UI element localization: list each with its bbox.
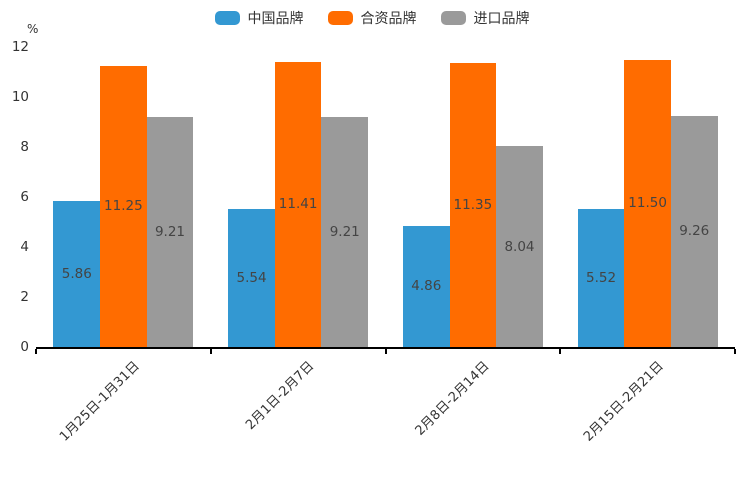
y-axis-unit-label: %	[27, 22, 39, 36]
bar-value-label: 5.54	[236, 269, 267, 286]
y-axis-tick-label-0: 0	[20, 339, 29, 355]
bar-value-label: 5.52	[585, 270, 617, 286]
legend-swatch-china-brands-icon	[214, 11, 240, 25]
bar-series-0-category-1[interactable]	[228, 208, 275, 347]
legend-item-imported-brands[interactable]: 进口品牌	[440, 8, 530, 28]
bar-series-1-category-0[interactable]	[100, 65, 147, 347]
bar-value-label: 11.41	[278, 196, 318, 213]
bar-series-2-category-2[interactable]	[496, 146, 543, 347]
y-axis-tick-label-10: 10	[11, 89, 29, 105]
legend: 中国品牌 合资品牌 进口品牌	[0, 8, 744, 28]
bar-series-2-category-0[interactable]	[146, 116, 194, 347]
y-axis-tick-label-6: 6	[20, 189, 29, 205]
legend-label-imported-brands: 进口品牌	[473, 11, 530, 27]
y-axis-tick-label-12: 12	[11, 39, 29, 55]
x-axis-category-label: 2月1日-2月7日	[243, 358, 318, 433]
x-axis-tick-mark	[559, 349, 562, 354]
bar-series-1-category-1[interactable]	[274, 61, 322, 347]
bar-value-label: 11.50	[628, 195, 667, 212]
x-axis-tick-mark	[35, 349, 37, 354]
legend-item-joint-venture-brands[interactable]: 合资品牌	[327, 8, 417, 28]
y-axis-tick-label-8: 8	[20, 139, 29, 155]
x-axis-category-label: 1月25日-1月31日	[57, 358, 143, 445]
bar-value-label: 9.21	[154, 223, 185, 240]
x-axis-category-label: 2月8日-2月14日	[412, 358, 493, 439]
bar-series-2-category-3[interactable]	[670, 115, 718, 347]
bar-value-label: 9.21	[329, 223, 360, 240]
x-axis-tick-mark	[384, 349, 387, 354]
legend-swatch-imported-brands-icon	[440, 11, 466, 25]
bar-series-0-category-0[interactable]	[53, 200, 101, 347]
bar-value-label: 11.25	[104, 198, 143, 215]
legend-item-china-brands[interactable]: 中国品牌	[214, 8, 304, 28]
x-axis-category-label: 2月15日-2月21日	[581, 358, 668, 445]
bar-series-2-category-1[interactable]	[321, 116, 369, 347]
bar-value-label: 9.26	[679, 223, 710, 240]
bar-value-label: 4.86	[411, 278, 442, 295]
bar-series-1-category-2[interactable]	[449, 63, 497, 347]
x-axis-line	[36, 347, 735, 349]
y-axis-tick-label-4: 4	[20, 239, 29, 255]
bar-value-label: 5.86	[61, 265, 92, 282]
x-axis-tick-mark	[734, 349, 736, 354]
bar-value-label: 8.04	[504, 238, 535, 255]
legend-label-china-brands: 中国品牌	[247, 11, 304, 27]
x-axis-tick-mark	[209, 349, 212, 354]
legend-label-joint-venture-brands: 合资品牌	[360, 11, 417, 27]
bar-series-0-category-3[interactable]	[577, 209, 625, 347]
legend-swatch-joint-venture-brands-icon	[327, 11, 353, 25]
y-axis-tick-label-2: 2	[20, 289, 29, 305]
bar-series-1-category-3[interactable]	[624, 59, 671, 347]
bar-value-label: 11.35	[453, 197, 493, 214]
bar-series-0-category-2[interactable]	[402, 225, 450, 347]
